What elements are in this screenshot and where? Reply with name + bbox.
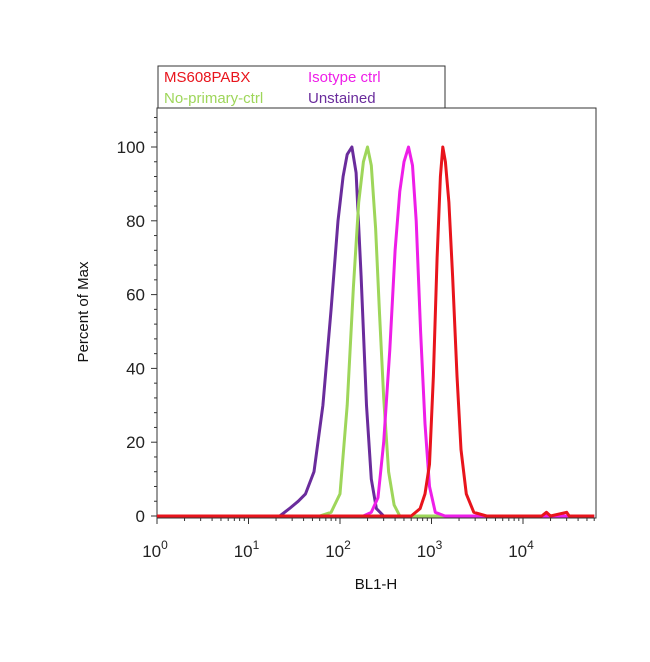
- y-axis: 0 20 40 60 80 100: [117, 116, 157, 526]
- legend-entry-no-primary-ctrl: No-primary-ctrl: [164, 90, 263, 107]
- x-tick-label: 104: [508, 538, 534, 561]
- plot-frame: [156, 107, 597, 519]
- y-axis-title: Percent of Max: [75, 261, 92, 362]
- legend: MS608PABX Isotype ctrl No-primary-ctrl U…: [157, 65, 446, 109]
- x-axis: 100 101 102 103 104: [142, 518, 595, 561]
- legend-box: [157, 65, 446, 109]
- x-tick-label: 100: [142, 538, 168, 561]
- series-line-unstained: [157, 145, 595, 518]
- y-tick-label: 0: [136, 507, 145, 526]
- y-tick-label: 60: [126, 286, 145, 305]
- series-layer: [157, 145, 595, 518]
- y-tick-label: 20: [126, 433, 145, 452]
- series-line-isotype-ctrl: [157, 145, 595, 518]
- x-tick-label: 102: [325, 538, 351, 561]
- series-line-no-primary-ctrl: [157, 145, 595, 518]
- x-tick-label: 101: [234, 538, 260, 561]
- y-tick-label: 80: [126, 212, 145, 231]
- legend-entry-ms608pabx: MS608PABX: [164, 69, 250, 86]
- series-line-ms608pabx: [157, 145, 595, 518]
- y-tick-label: 100: [117, 138, 145, 157]
- y-tick-label: 40: [126, 359, 145, 378]
- legend-entry-unstained: Unstained: [308, 90, 376, 107]
- x-tick-label: 103: [417, 538, 443, 561]
- x-axis-title: BL1-H: [355, 576, 398, 593]
- legend-entry-isotype-ctrl: Isotype ctrl: [308, 69, 381, 86]
